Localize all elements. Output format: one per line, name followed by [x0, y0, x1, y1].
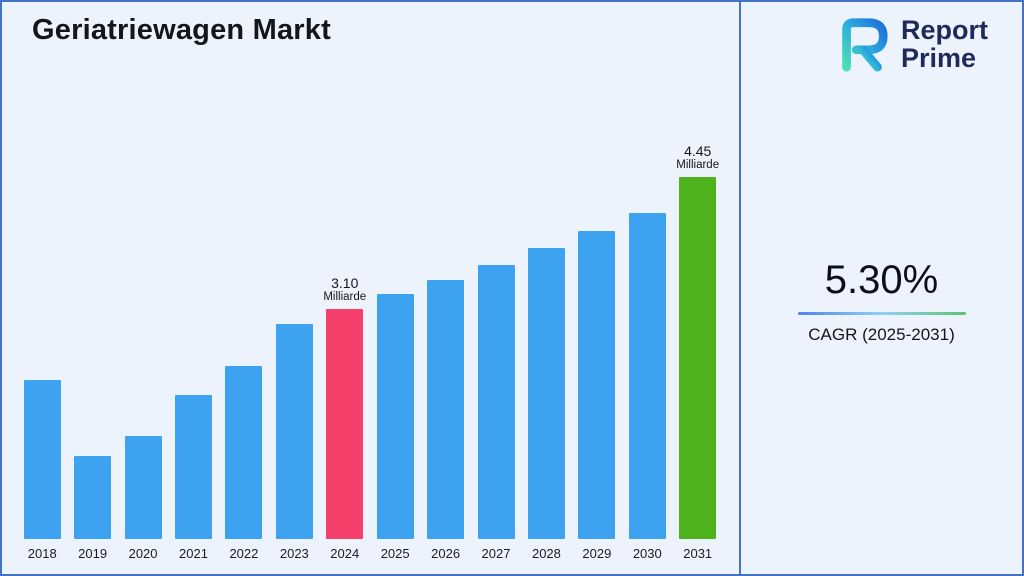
- x-axis-label-2028: 2028: [531, 546, 561, 561]
- x-axis-label-2019: 2019: [78, 546, 108, 561]
- bar-2028: [527, 248, 565, 539]
- cagr-block: 5.30% CAGR (2025-2031): [741, 258, 1022, 345]
- bar-annotation-2031: 4.45 Milliarde: [676, 143, 719, 172]
- x-axis-label-2026: 2026: [431, 546, 461, 561]
- cagr-underline: [797, 312, 966, 315]
- x-axis-label-2020: 2020: [128, 546, 158, 561]
- bar-column-2024: 3.10 Milliarde 2024: [320, 112, 370, 562]
- x-axis-label-2023: 2023: [279, 546, 309, 561]
- x-axis-label-2022: 2022: [229, 546, 259, 561]
- bar-2024: [326, 309, 364, 539]
- x-axis-label-2031: 2031: [683, 546, 713, 561]
- bar-column-2029: 2029: [572, 112, 622, 562]
- cagr-value: 5.30%: [824, 258, 939, 302]
- bar-2019: [74, 456, 112, 539]
- bar-value-label: 3.10: [331, 274, 359, 291]
- bar-2027: [477, 265, 515, 539]
- x-axis-label-2029: 2029: [582, 546, 612, 561]
- vertical-divider: [739, 2, 741, 574]
- x-axis-label-2024: 2024: [330, 546, 360, 561]
- bar-column-2031: 4.45 Milliarde 2031: [672, 112, 722, 562]
- bar-2029: [578, 231, 616, 539]
- bar-column-2028: 2028: [521, 112, 571, 562]
- bar-2026: [427, 280, 465, 539]
- report-prime-logo: Report Prime: [833, 16, 988, 73]
- bar-column-2019: 2019: [67, 112, 117, 562]
- bar-column-2025: 2025: [370, 112, 420, 562]
- bar-value-label: 4.45: [684, 142, 712, 159]
- bar-chart: 2018 2019 2020 2021 2022 2023 3.10 Milliarde 202…: [17, 112, 723, 562]
- right-panel: Report Prime 5.30% CAGR (2025-2031): [741, 2, 1022, 574]
- logo-word-report: Report: [901, 15, 988, 45]
- bar-column-2023: 2023: [269, 112, 319, 562]
- bar-unit-label: Milliarde: [323, 290, 367, 303]
- bar-column-2022: 2022: [219, 112, 269, 562]
- x-axis-label-2027: 2027: [481, 546, 511, 561]
- bar-2023: [275, 324, 313, 539]
- page-title: Geriatriewagen Markt: [32, 14, 331, 46]
- bar-2021: [174, 395, 212, 539]
- report-prime-logo-icon: [842, 18, 888, 72]
- bar-unit-label: Milliarde: [676, 158, 720, 171]
- bar-2022: [225, 366, 263, 539]
- x-axis-label-2018: 2018: [27, 546, 57, 561]
- bar-column-2021: 2021: [168, 112, 218, 562]
- bar-annotation-2024: 3.10 Milliarde: [323, 275, 366, 304]
- logo-word-prime: Prime: [901, 43, 977, 74]
- bar-2031: [679, 177, 717, 539]
- bar-column-2020: 2020: [118, 112, 168, 562]
- bar-column-2018: 2018: [17, 112, 67, 562]
- bar-2018: [23, 380, 61, 539]
- cagr-label: CAGR (2025-2031): [808, 325, 955, 344]
- x-axis-label-2030: 2030: [632, 546, 662, 561]
- bar-column-2027: 2027: [471, 112, 521, 562]
- bar-2020: [124, 436, 162, 539]
- x-axis-label-2021: 2021: [179, 546, 208, 561]
- report-prime-logo-text: Report Prime: [901, 16, 988, 73]
- bar-column-2026: 2026: [420, 112, 470, 562]
- bar-2030: [628, 213, 666, 539]
- bar-2025: [376, 294, 414, 539]
- x-axis-label-2025: 2025: [380, 546, 410, 561]
- bar-column-2030: 2030: [622, 112, 672, 562]
